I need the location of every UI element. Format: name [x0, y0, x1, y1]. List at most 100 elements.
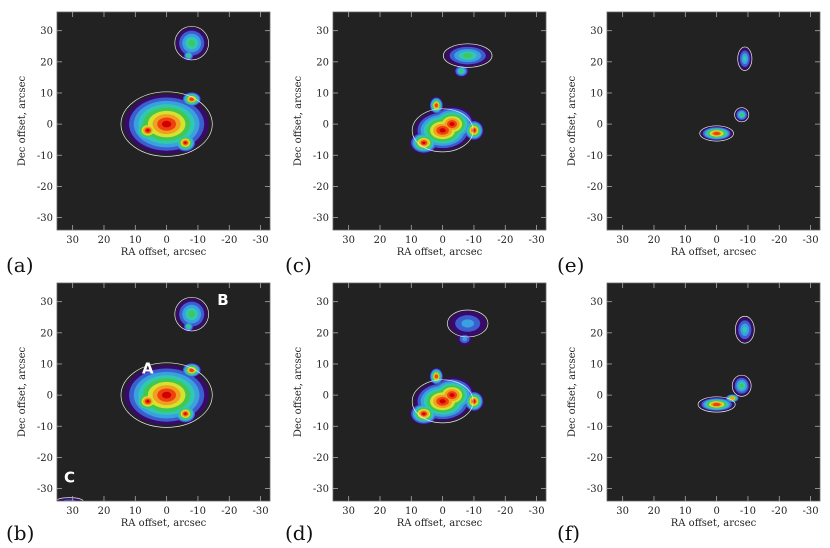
x-tick-label: 0: [163, 506, 169, 517]
y-tick-label: -30: [313, 484, 329, 495]
contour-level: [713, 131, 721, 136]
x-tick-label: -10: [466, 235, 482, 246]
contour-level: [161, 120, 172, 128]
y-tick-label: -30: [37, 484, 53, 495]
contour-level: [743, 55, 747, 62]
contour-level: [188, 311, 195, 318]
x-tick-label: 10: [129, 506, 142, 517]
contour-level: [184, 412, 187, 415]
contour-level: [449, 393, 455, 398]
y-tick-label: -10: [37, 151, 53, 162]
outer-contour: [734, 107, 750, 123]
y-tick-label: -30: [587, 484, 603, 495]
emission-contours: [409, 309, 489, 425]
panel-0: 30 20 10 0 -10 -20 -30 30 20 10 0 -10 -20 -30 RA offse…: [6, 11, 271, 277]
x-tick-label: -20: [221, 506, 237, 517]
x-tick-label: 0: [713, 235, 719, 246]
x-tick-label: 0: [439, 235, 445, 246]
contour-level: [434, 103, 438, 108]
x-tick-label: 10: [129, 235, 142, 246]
y-tick-label: 10: [40, 88, 53, 99]
plot-frame: [606, 282, 821, 502]
x-tick-label: -20: [221, 235, 237, 246]
y-tick-label: 0: [47, 120, 53, 131]
y-tick-label: -20: [587, 453, 603, 464]
outer-contour: [731, 374, 752, 397]
x-axis-label: RA offset, arcsec: [671, 247, 757, 258]
outer-contour: [174, 25, 209, 61]
contour-level: [146, 129, 150, 132]
outer-contour: [737, 46, 753, 71]
contour-level: [461, 319, 474, 328]
panel-label: (a): [6, 253, 34, 277]
contour-level: [422, 141, 426, 145]
x-tick-label: -20: [497, 506, 513, 517]
x-tick-label: 20: [648, 235, 661, 246]
y-tick-label: 30: [316, 297, 329, 308]
y-axis-label: Dec offset, arcsec: [567, 346, 578, 437]
outer-contour: [411, 108, 474, 153]
x-tick-label: -10: [190, 506, 206, 517]
panel-label: (c): [285, 253, 312, 277]
contour-level: [449, 122, 455, 127]
x-tick-label: -30: [253, 235, 269, 246]
x-tick-label: -20: [497, 235, 513, 246]
contour-level: [187, 54, 190, 57]
y-tick-label: 30: [40, 297, 53, 308]
y-tick-label: 10: [590, 359, 603, 370]
x-tick-label: 0: [163, 235, 169, 246]
contour-level: [439, 399, 446, 404]
contour-level: [146, 400, 150, 403]
x-tick-label: -30: [803, 506, 819, 517]
emission-contours: [120, 25, 213, 157]
source-label: C: [64, 468, 75, 486]
plot-frame: [56, 282, 271, 502]
y-axis-label: Dec offset, arcsec: [17, 346, 28, 437]
emission-contours: [699, 46, 753, 142]
x-axis-label: RA offset, arcsec: [671, 518, 757, 529]
outer-contour: [174, 296, 209, 332]
x-tick-label: -30: [803, 235, 819, 246]
x-tick-label: 30: [342, 506, 355, 517]
panel-3: 30 20 10 0 -10 -20 -30 30 20 10 0 -10 -20 -30 RA offse…: [6, 282, 271, 545]
x-tick-label: 0: [439, 506, 445, 517]
plot-background: [607, 283, 820, 501]
y-tick-label: -10: [313, 422, 329, 433]
contour-level: [187, 325, 190, 328]
x-tick-label: -10: [190, 235, 206, 246]
x-tick-label: 10: [679, 506, 692, 517]
x-tick-label: 20: [374, 235, 387, 246]
contour-level: [189, 368, 194, 372]
contour-level: [463, 53, 473, 58]
x-axis-label: RA offset, arcsec: [121, 247, 207, 258]
x-tick-label: 30: [616, 235, 629, 246]
x-tick-label: 10: [405, 506, 418, 517]
panel-label: (f): [557, 521, 580, 545]
x-tick-label: -10: [740, 235, 756, 246]
plot-frame: [332, 282, 547, 502]
contour-level: [729, 396, 735, 400]
x-tick-label: 10: [679, 235, 692, 246]
x-axis-label: RA offset, arcsec: [121, 518, 207, 529]
contour-level: [184, 141, 187, 144]
y-tick-label: 10: [316, 359, 329, 370]
outer-contour: [447, 309, 489, 338]
y-tick-label: -20: [313, 453, 329, 464]
emission-contours: [409, 43, 493, 154]
contour-level: [189, 97, 194, 101]
y-tick-label: -10: [587, 151, 603, 162]
x-tick-label: -10: [466, 506, 482, 517]
panel-label: (b): [6, 521, 34, 545]
contour-level: [188, 40, 195, 47]
y-axis-label: Dec offset, arcsec: [567, 75, 578, 166]
y-tick-label: 20: [316, 328, 329, 339]
y-tick-label: 30: [590, 297, 603, 308]
panel-5: 30 20 10 0 -10 -20 -30 30 20 10 0 -10 -20 -30 RA offse…: [557, 282, 821, 545]
y-tick-label: 30: [316, 26, 329, 37]
y-tick-label: 0: [597, 391, 603, 402]
contour-level: [740, 113, 744, 117]
x-tick-label: 20: [648, 506, 661, 517]
panel-2: 30 20 10 0 -10 -20 -30 30 20 10 0 -10 -20 -30 RA offse…: [557, 11, 821, 277]
y-tick-label: -20: [587, 182, 603, 193]
y-axis-label: Dec offset, arcsec: [17, 75, 28, 166]
